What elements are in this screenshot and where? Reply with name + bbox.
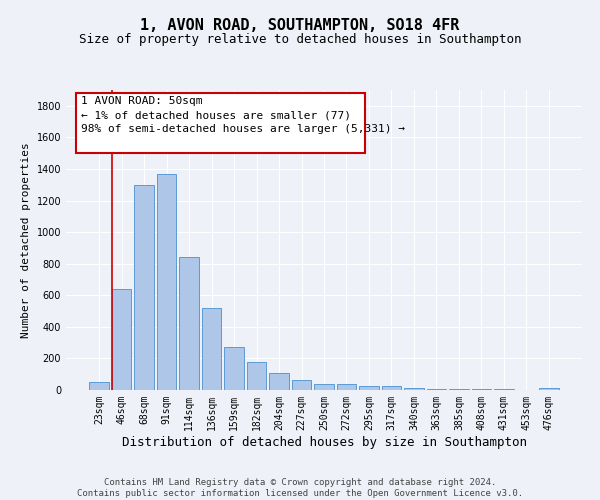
Bar: [314, 384, 334, 390]
Bar: [247, 362, 266, 390]
Bar: [494, 389, 514, 390]
Bar: [292, 380, 311, 390]
Text: 1 AVON ROAD: 50sqm
← 1% of detached houses are smaller (77)
98% of semi-detached: 1 AVON ROAD: 50sqm ← 1% of detached hous…: [82, 96, 406, 134]
Bar: [269, 374, 289, 390]
Bar: [134, 184, 154, 390]
Bar: [179, 256, 199, 390]
Text: Size of property relative to detached houses in Southampton: Size of property relative to detached ho…: [79, 32, 521, 46]
Text: 1, AVON ROAD, SOUTHAMPTON, SO18 4FR: 1, AVON ROAD, SOUTHAMPTON, SO18 4FR: [140, 18, 460, 32]
FancyBboxPatch shape: [76, 93, 365, 153]
Bar: [382, 386, 401, 390]
Bar: [337, 384, 356, 390]
Bar: [427, 388, 446, 390]
Bar: [404, 388, 424, 390]
Bar: [449, 388, 469, 390]
Bar: [472, 389, 491, 390]
Bar: [224, 346, 244, 390]
Bar: [359, 386, 379, 390]
Bar: [89, 382, 109, 390]
Bar: [539, 388, 559, 390]
Bar: [157, 174, 176, 390]
Bar: [112, 289, 131, 390]
Bar: [202, 308, 221, 390]
X-axis label: Distribution of detached houses by size in Southampton: Distribution of detached houses by size …: [121, 436, 527, 448]
Text: Contains HM Land Registry data © Crown copyright and database right 2024.
Contai: Contains HM Land Registry data © Crown c…: [77, 478, 523, 498]
Y-axis label: Number of detached properties: Number of detached properties: [21, 142, 31, 338]
